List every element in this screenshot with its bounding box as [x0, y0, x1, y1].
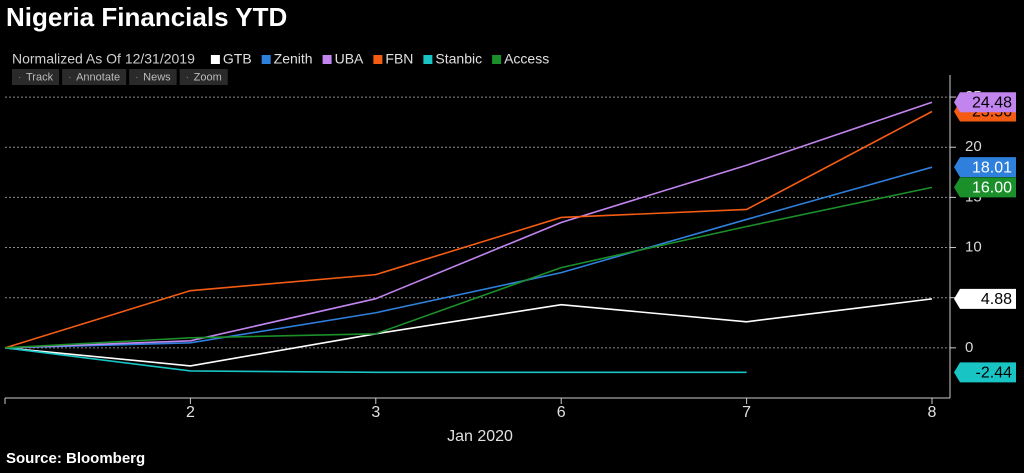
series-line — [4, 166, 933, 349]
x-tick-label: 2 — [186, 404, 195, 421]
chart-subtitle: Normalized As Of 12/31/2019 — [12, 51, 195, 67]
x-tick-label: 8 — [928, 404, 937, 421]
series-line — [4, 186, 933, 349]
toolbar-label: News — [143, 71, 171, 83]
toolbar-icon: · — [68, 72, 71, 83]
series-line — [4, 101, 933, 349]
toolbar-label: Zoom — [194, 71, 222, 83]
x-tick-label: 7 — [742, 404, 751, 421]
value-label: 4.88 — [981, 291, 1012, 308]
value-tag — [954, 177, 1016, 198]
value-label: 16.00 — [972, 180, 1012, 197]
toolbar-label: Track — [26, 71, 54, 83]
series-line — [4, 298, 933, 367]
legend-label: Zenith — [274, 51, 313, 67]
legend-label: FBN — [385, 51, 413, 67]
x-tick-label: 6 — [557, 404, 566, 421]
x-axis-label: Jan 2020 — [447, 428, 513, 445]
toolbar-icon: · — [18, 72, 21, 83]
value-tag — [954, 362, 1016, 383]
toolbar-label: Annotate — [76, 71, 120, 83]
x-tick-label: 3 — [371, 404, 380, 421]
value-tag — [954, 157, 1016, 178]
legend-swatch — [492, 55, 502, 64]
y-tick-label: 10 — [965, 239, 982, 256]
toolbar-button-bg — [62, 69, 127, 85]
value-tag — [954, 288, 1016, 309]
toolbar-button-bg — [12, 69, 60, 85]
value-label: 18.01 — [972, 159, 1012, 176]
toolbar-button[interactable]: · News — [129, 69, 177, 85]
y-tick-label: 20 — [965, 138, 982, 155]
y-tick-label: 0 — [965, 339, 973, 356]
legend-swatch — [373, 55, 383, 64]
legend-label: Access — [504, 51, 549, 67]
legend-swatch — [322, 55, 332, 64]
source: Source: Bloomberg — [6, 450, 145, 467]
legend-label: Stanbic — [435, 51, 482, 67]
series-line — [4, 347, 747, 374]
toolbar-icon: · — [135, 72, 138, 83]
legend-label: GTB — [223, 51, 252, 67]
value-label: -2.44 — [976, 365, 1013, 382]
toolbar-button[interactable]: · Annotate — [62, 69, 127, 85]
legend-swatch — [423, 55, 433, 64]
toolbar-icon: · — [186, 72, 189, 83]
toolbar-button-bg — [129, 69, 177, 85]
value-label: 24.48 — [972, 95, 1012, 112]
chart-title: Nigeria Financials YTD — [6, 2, 287, 32]
legend-swatch — [210, 55, 220, 64]
legend-swatch — [261, 55, 271, 64]
toolbar-button[interactable]: · Zoom — [179, 69, 228, 85]
value-tag — [954, 92, 1016, 113]
legend-label: UBA — [335, 51, 364, 67]
series-line — [4, 110, 933, 349]
toolbar-button-bg — [179, 69, 228, 85]
toolbar-button[interactable]: · Track — [12, 69, 60, 85]
